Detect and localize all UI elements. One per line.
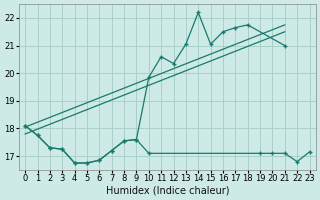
X-axis label: Humidex (Indice chaleur): Humidex (Indice chaleur) bbox=[106, 186, 229, 196]
